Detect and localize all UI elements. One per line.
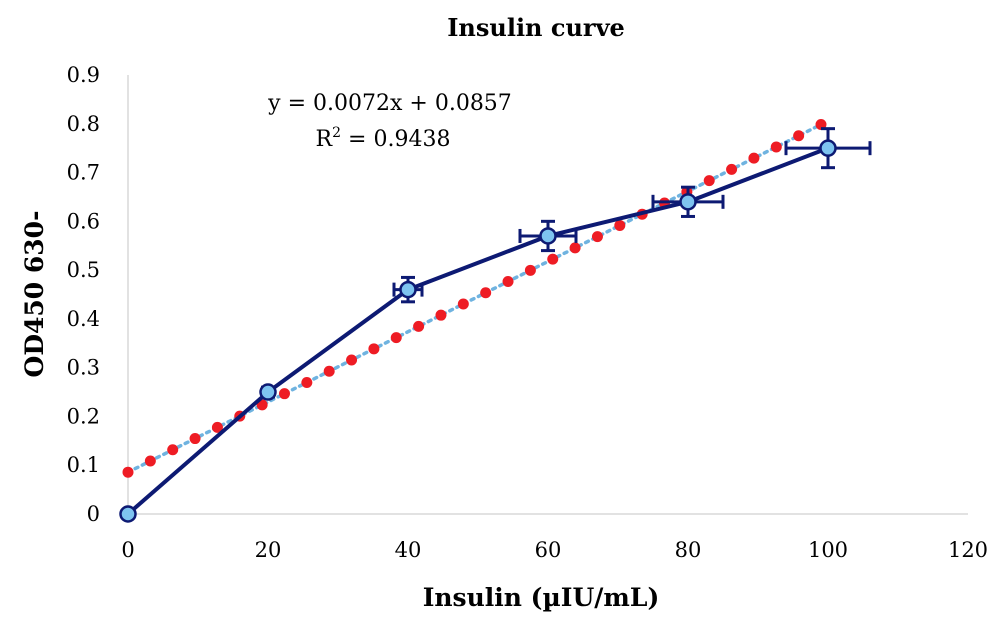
axes — [127, 75, 968, 515]
x-tick-label: 80 — [675, 538, 702, 562]
trendline-red-dot — [703, 175, 715, 187]
x-tick-label: 100 — [808, 538, 848, 562]
series-polyline — [126, 146, 829, 516]
series-line — [126, 146, 829, 516]
y-tick-label: 0.8 — [67, 112, 100, 136]
y-tick-labels: 0 0.1 0.2 0.3 0.4 0.5 0.6 0.7 0.8 0.9 — [67, 63, 100, 526]
data-point — [679, 193, 697, 211]
data-point — [399, 280, 417, 299]
trendline-red-dot — [569, 242, 581, 254]
y-tick-label: 0.5 — [67, 258, 100, 282]
trendline-red-dot — [793, 130, 805, 142]
y-tick-label: 0.7 — [67, 161, 100, 185]
x-tick-labels: 0 20 40 60 80 100 120 — [121, 538, 988, 562]
data-point — [259, 383, 277, 401]
r-squared-text: R2 = 0.9438 — [316, 125, 451, 152]
trendline-red-dot — [435, 309, 447, 321]
trendline-red-dot — [547, 253, 559, 265]
trendline-blue-dots — [126, 122, 823, 474]
r-squared-value: = 0.9438 — [341, 127, 450, 152]
trendline-red-dot — [413, 320, 425, 332]
data-point — [539, 227, 557, 245]
r-squared-superscript: 2 — [332, 125, 341, 141]
trendline-equation: y = 0.0072x + 0.0857 R2 = 0.9438 — [267, 91, 512, 152]
x-tick-label: 120 — [948, 538, 988, 562]
trendline-red-dot — [323, 365, 335, 377]
y-tick-label: 0.3 — [67, 356, 100, 380]
x-tick-label: 40 — [395, 538, 422, 562]
chart-title: Insulin curve — [447, 13, 625, 42]
x-tick-label: 60 — [535, 538, 562, 562]
y-tick-label: 0.1 — [67, 453, 100, 477]
trendline-red-dot — [748, 152, 760, 164]
trendline-red-dot — [167, 444, 179, 456]
y-axis-title: OD450 630- — [20, 211, 49, 378]
trendline-red-dot — [457, 298, 469, 310]
equation-text: y = 0.0072x + 0.0857 — [267, 91, 512, 116]
trendline-red-dot — [726, 163, 738, 175]
data-point — [119, 505, 137, 523]
trendline-red-dot — [122, 466, 134, 478]
trendline-red-dot — [480, 287, 492, 299]
trendline-red-dot — [390, 332, 402, 344]
y-tick-label: 0.2 — [67, 404, 100, 428]
trendline-red-dot — [301, 376, 313, 388]
trendline-red-dot — [591, 231, 603, 243]
trendline-red-dot — [144, 455, 156, 467]
trendline-red-dot — [346, 354, 358, 366]
y-tick-label: 0.9 — [67, 63, 100, 87]
x-tick-label: 20 — [255, 538, 282, 562]
trendline — [122, 119, 827, 478]
trendline-red-dot — [278, 388, 290, 400]
trendline-red-dot — [368, 343, 380, 355]
trendline-red-dot — [614, 219, 626, 231]
y-tick-label: 0.6 — [67, 209, 100, 233]
trendline-red-dot — [211, 421, 223, 433]
data-point — [819, 139, 837, 157]
y-tick-label: 0.4 — [67, 307, 100, 331]
x-tick-label: 0 — [121, 538, 134, 562]
y-tick-label: 0 — [87, 502, 100, 526]
x-axis-title: Insulin (µIU/mL) — [423, 583, 660, 612]
trendline-red-dot — [770, 141, 782, 153]
trendline-red-dot — [524, 264, 536, 276]
r-squared-prefix: R — [316, 127, 334, 152]
trendline-red-dot — [189, 433, 201, 445]
trendline-red-dot — [502, 276, 514, 288]
data-points — [119, 139, 837, 523]
